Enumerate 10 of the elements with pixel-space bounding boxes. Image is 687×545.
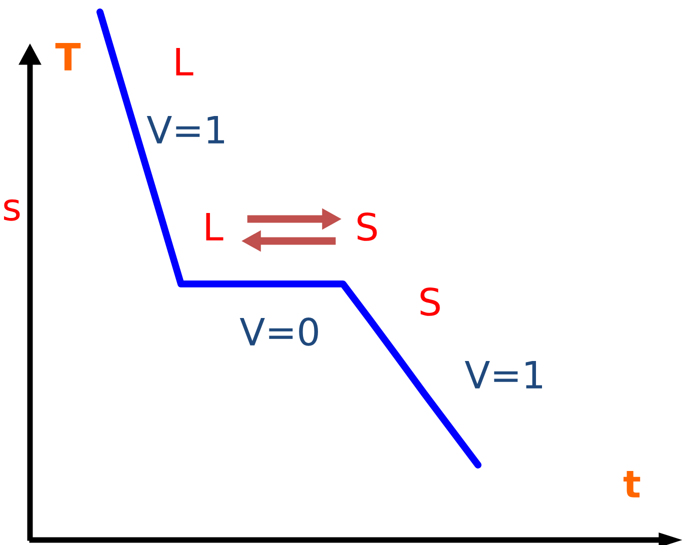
annotation: S <box>358 212 377 241</box>
annotation: V=1 <box>464 361 542 388</box>
x-axis-title: t <box>624 471 640 498</box>
text: s <box>4 199 20 221</box>
y-axis-title: T <box>55 43 81 70</box>
annotation: L <box>206 213 224 240</box>
annotation: V=1 <box>146 116 224 144</box>
annotation: L <box>176 48 194 76</box>
annotation: V=0 <box>240 318 318 346</box>
annotation: S <box>420 288 440 316</box>
